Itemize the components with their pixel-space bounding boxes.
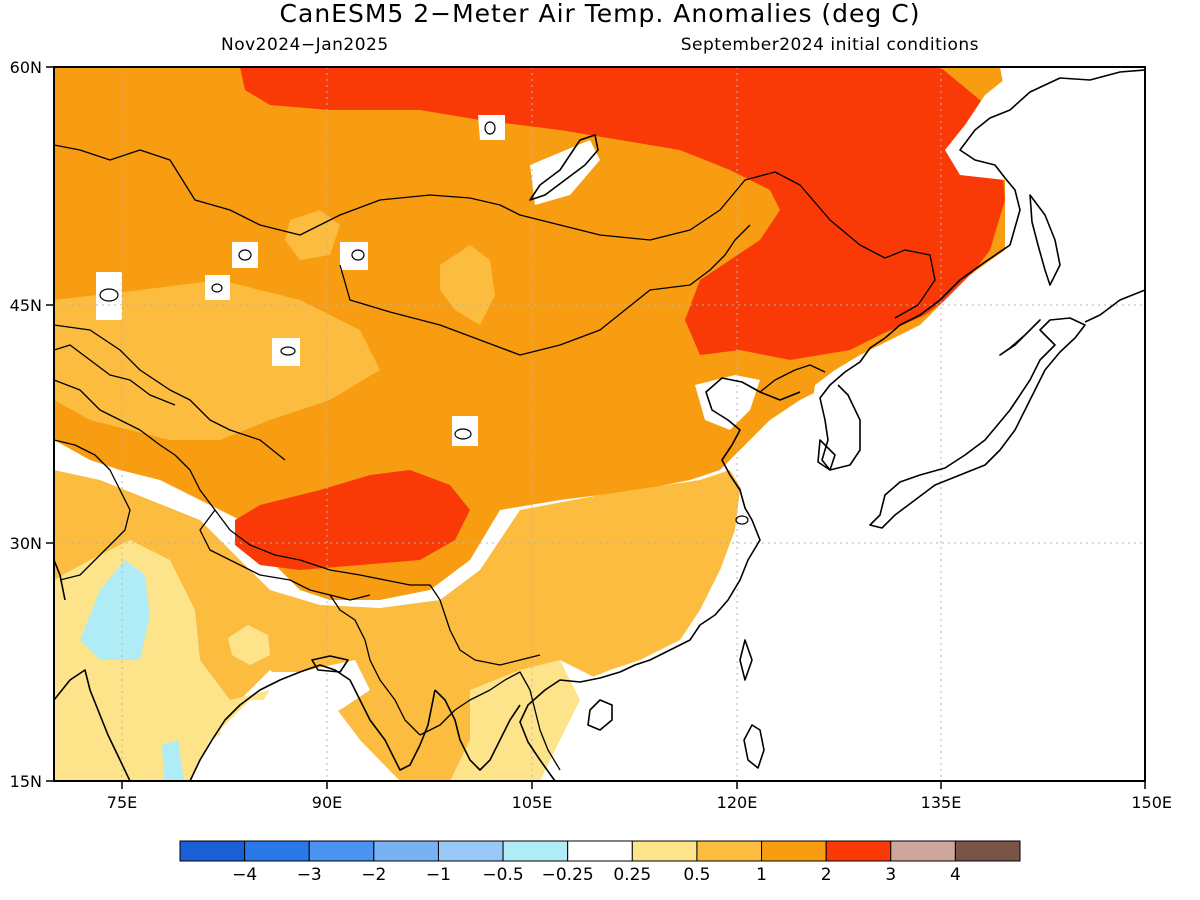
colorbar-swatch <box>825 840 892 862</box>
anomaly-fill-neg-0.5-to-neg-0.25 <box>80 560 150 660</box>
latitude-labels: 60N 45N 30N 15N <box>10 58 42 791</box>
initial-conditions-label: September2024 initial conditions <box>681 35 979 55</box>
anomaly-fill-0.5-to-1-west <box>54 280 380 440</box>
colorbar-label: −4 <box>232 865 257 885</box>
lon-tick-label: 75E <box>107 793 137 812</box>
colorbar-label: 2 <box>821 865 832 885</box>
colorbar-swatch <box>567 840 633 862</box>
colorbar-swatch <box>502 840 569 862</box>
anomaly-fill-0.25-to-0.5-indochina <box>450 660 580 781</box>
anomaly-fill-2-to-3-north <box>240 67 1005 360</box>
map-grid <box>54 67 1145 781</box>
colorbar-label: −3 <box>297 865 322 885</box>
lat-tick-label: 30N <box>10 534 42 553</box>
colorbar-swatch <box>631 840 698 862</box>
colorbar-label: −2 <box>361 865 386 885</box>
colorbar-label: 0.25 <box>613 865 651 885</box>
lon-tick-label: 135E <box>921 793 962 812</box>
lon-tick-label: 90E <box>312 793 342 812</box>
colorbar-label: 0.5 <box>683 865 710 885</box>
lon-tick-label: 105E <box>512 793 553 812</box>
colorbar-swatch <box>437 840 504 862</box>
anomaly-fill-2-to-3-tibet <box>235 470 470 570</box>
lakes <box>99 121 749 525</box>
lon-tick-label: 120E <box>717 793 758 812</box>
colorbar-swatch <box>244 840 310 862</box>
colorbar-label: −1 <box>426 865 451 885</box>
forecast-period: Nov2024−Jan2025 <box>221 35 389 55</box>
longitude-labels: 75E 90E 105E 120E 135E 150E <box>107 793 1172 812</box>
lat-tick-label: 45N <box>10 296 42 315</box>
colorbar-label: −0.25 <box>542 865 594 885</box>
map-plot-area <box>54 67 1145 781</box>
lat-tick-label: 60N <box>10 58 42 77</box>
colorbar-swatch <box>179 840 246 862</box>
map-frame <box>53 66 1146 782</box>
anomaly-fill-0.25-to-0.5-bengal <box>228 625 270 665</box>
colorbar-label: 3 <box>885 865 896 885</box>
colorbar-swatch <box>761 840 827 862</box>
anomaly-fill-neg-0.5-to-neg-0.25-south <box>162 740 184 781</box>
colorbar-swatch <box>308 840 375 862</box>
chart-title: CanESM5 2−Meter Air Temp. Anomalies (deg… <box>280 0 921 28</box>
lat-tick-label: 15N <box>10 772 42 791</box>
country-borders <box>54 144 936 771</box>
colorbar-swatch <box>696 840 763 862</box>
axis-ticks <box>46 66 1146 789</box>
colorbar-label: 4 <box>950 865 961 885</box>
colorbar-swatch <box>373 840 439 862</box>
coastlines <box>54 69 1145 781</box>
colorbar-swatch <box>954 840 1021 862</box>
colorbar-label: −0.5 <box>482 865 523 885</box>
colorbar-swatch <box>890 840 956 862</box>
colorbar: −4 −3 −2 −1 −0.5 −0.25 0.25 0.5 1 2 3 4 <box>179 840 1021 885</box>
colorbar-label: 1 <box>756 865 767 885</box>
lon-tick-label: 150E <box>1131 793 1172 812</box>
